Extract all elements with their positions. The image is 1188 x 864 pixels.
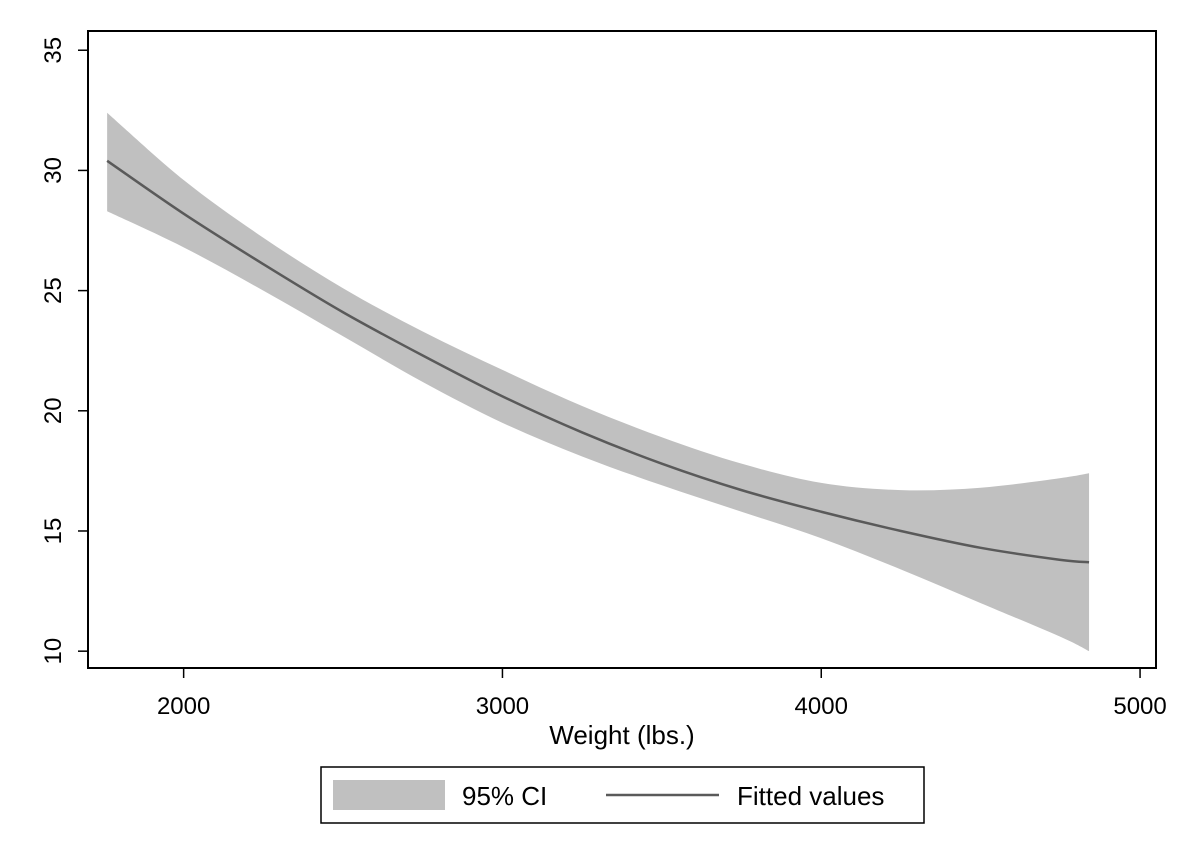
x-axis-title: Weight (lbs.) bbox=[549, 720, 694, 750]
x-axis: 2000 3000 4000 5000 bbox=[157, 668, 1167, 720]
y-axis: 10 15 20 25 30 35 bbox=[40, 37, 88, 665]
plot-layer bbox=[106, 112, 1090, 652]
y-tick-label: 10 bbox=[40, 638, 67, 665]
x-tick-label: 2000 bbox=[157, 693, 210, 720]
legend-ci-swatch bbox=[333, 780, 445, 810]
x-tick-label: 5000 bbox=[1113, 693, 1166, 720]
y-tick-label: 30 bbox=[40, 157, 67, 184]
x-tick-label: 4000 bbox=[795, 693, 848, 720]
fitted-line bbox=[106, 159, 1090, 564]
x-tick-label: 3000 bbox=[476, 693, 529, 720]
y-tick-label: 25 bbox=[40, 277, 67, 304]
y-tick-label: 15 bbox=[40, 518, 67, 545]
legend-fitted-label: Fitted values bbox=[737, 781, 884, 811]
legend: 95% CI Fitted values bbox=[320, 766, 925, 824]
y-tick-label: 20 bbox=[40, 397, 67, 424]
legend-ci-label: 95% CI bbox=[462, 781, 547, 811]
y-tick-label: 35 bbox=[40, 37, 67, 64]
